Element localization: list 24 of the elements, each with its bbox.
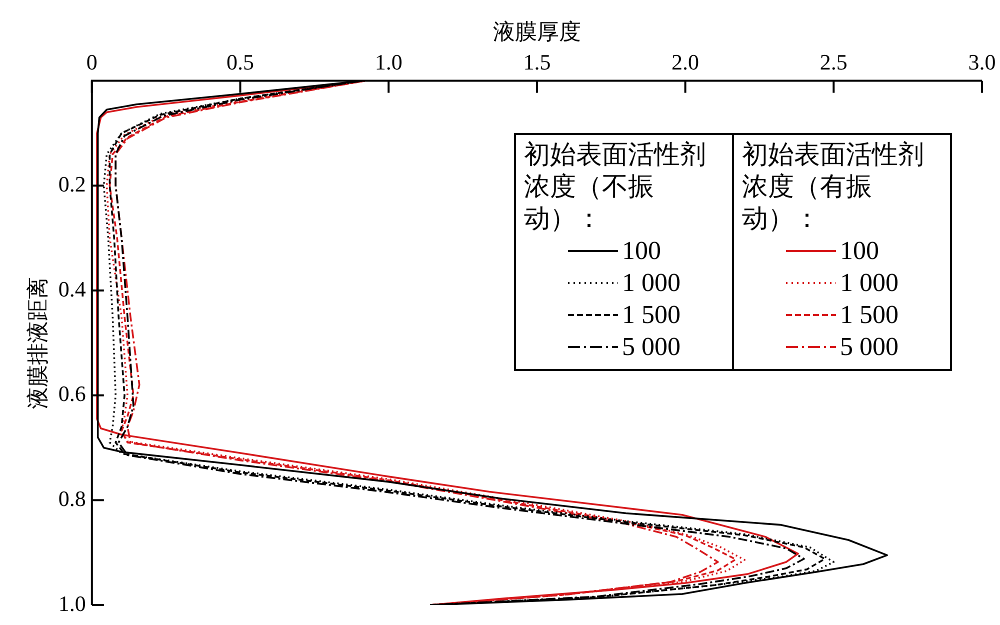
y-tick-label: 0.4 — [58, 276, 86, 302]
legend-label: 1 500 — [840, 299, 898, 331]
y-tick-label: 0.8 — [58, 486, 86, 511]
x-tick-label: 2.5 — [820, 49, 848, 74]
x-tick-label: 0.5 — [226, 49, 254, 74]
x-tick-label: 1.5 — [523, 49, 551, 74]
y-tick-label: 1.0 — [58, 590, 86, 616]
x-tick-label: 2.0 — [672, 49, 700, 74]
legend-label: 1 500 — [622, 299, 680, 331]
legend-label: 100 — [622, 235, 661, 267]
x-tick-label: 1.0 — [374, 49, 402, 74]
legend-label: 100 — [840, 235, 879, 267]
legend-label: 1 000 — [840, 267, 898, 299]
y-tick-label: 0.2 — [58, 171, 86, 196]
legend-label: 5 000 — [840, 331, 898, 363]
legend-label: 5 000 — [622, 331, 680, 363]
x-axis-title: 液膜厚度 — [492, 18, 581, 44]
y-tick-label: 0.6 — [58, 381, 86, 406]
legend-title: 初始表面活性剂浓度（不振动）： — [524, 139, 707, 235]
annotation: 初始表面活性剂浓度（有振动）： — [742, 139, 925, 235]
legend-label: 1 000 — [622, 267, 680, 299]
y-axis-title: 液膜排液距离 — [24, 276, 50, 409]
x-tick-label: 3.0 — [968, 49, 996, 74]
x-tick-label: 0 — [86, 49, 98, 74]
